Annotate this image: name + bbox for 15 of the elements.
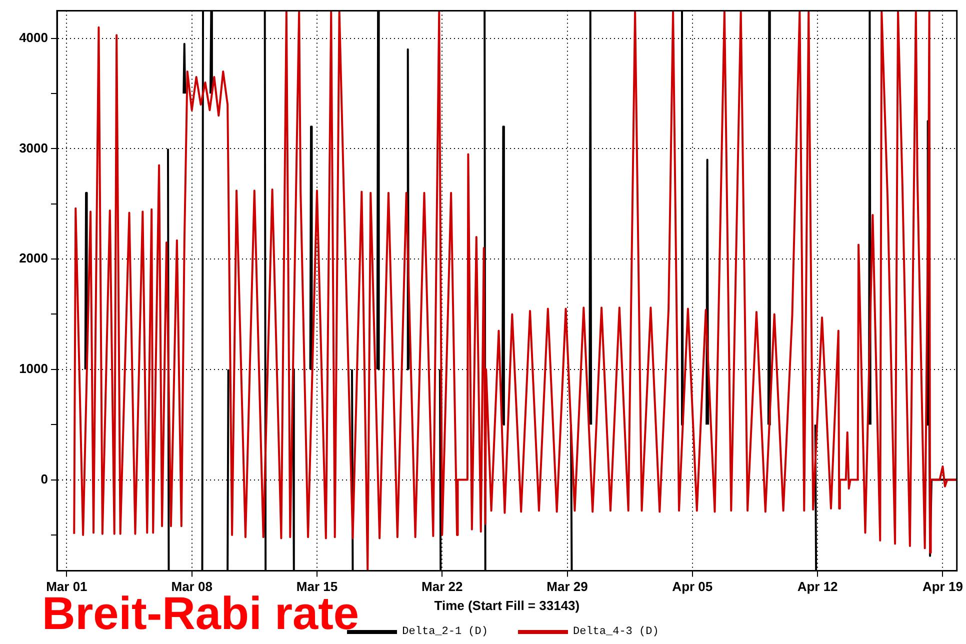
x-tick-label: Mar 15 bbox=[296, 579, 338, 594]
x-tick-label: Mar 22 bbox=[422, 579, 463, 594]
x-tick-label: Apr 19 bbox=[922, 579, 963, 594]
y-tick-label: 0 bbox=[40, 471, 48, 486]
x-axis-title: Time (Start Fill = 33143) bbox=[434, 598, 580, 613]
y-tick-label: 4000 bbox=[19, 30, 48, 45]
x-tick-label: Mar 08 bbox=[171, 579, 212, 594]
x-tick-label: Mar 29 bbox=[546, 579, 588, 594]
y-tick-label: 1000 bbox=[19, 361, 48, 376]
legend-label: Delta_2-1 (D) bbox=[402, 626, 488, 638]
x-tick-label: Apr 12 bbox=[797, 579, 838, 594]
y-tick-label: 3000 bbox=[19, 140, 48, 156]
legend-label: Delta_4-3 (D) bbox=[573, 626, 659, 638]
y-tick-label: 2000 bbox=[19, 250, 48, 266]
x-tick-label: Apr 05 bbox=[672, 579, 713, 594]
